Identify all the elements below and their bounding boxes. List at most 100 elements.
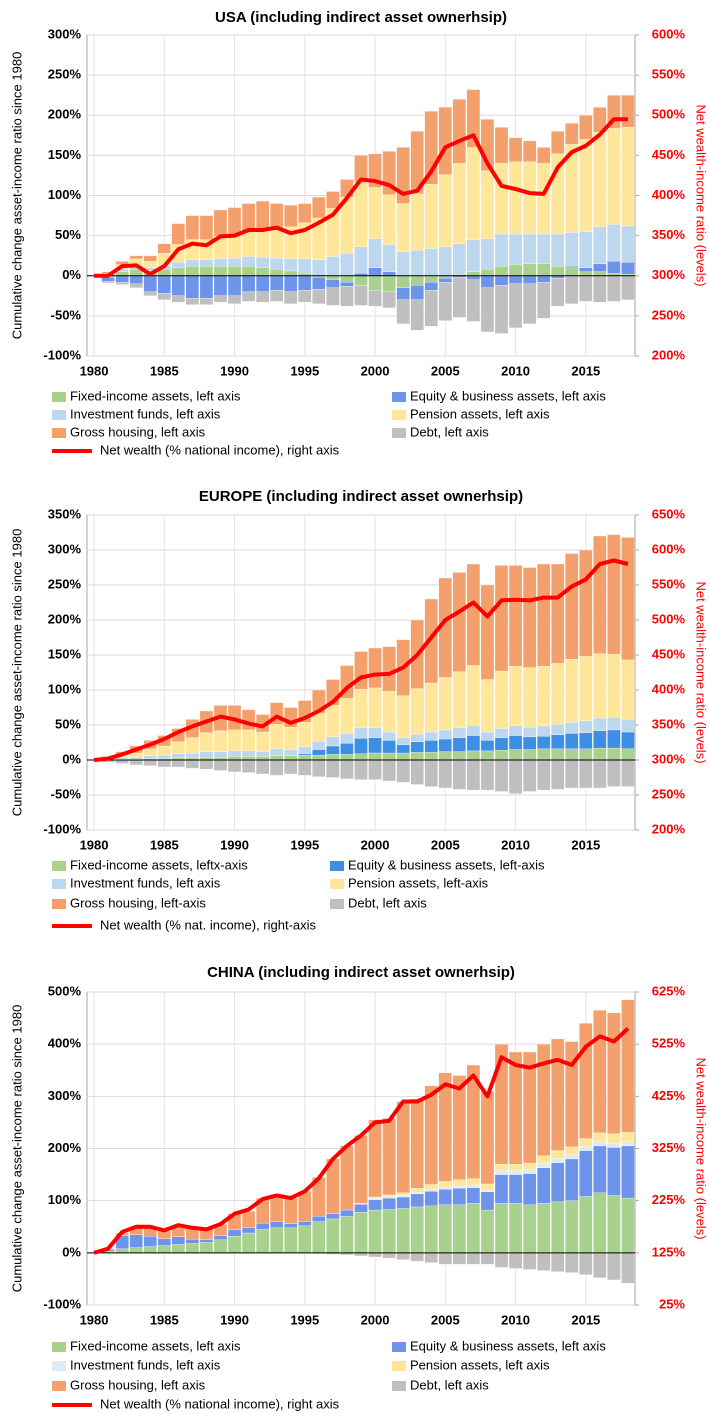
legend-swatch [52,861,66,871]
bar-segment [340,1216,354,1253]
bar-segment [536,759,551,791]
bar-segment [579,1150,593,1197]
y2-tick-label: 250% [652,786,686,801]
bar-segment [368,275,382,291]
bar-segment [382,244,396,272]
bar-segment [312,1221,326,1253]
x-tick-label: 2010 [501,837,530,852]
bar-segment [326,745,340,755]
bar-segment [396,759,410,783]
bar-segment [621,731,635,749]
bar-segment [368,238,382,268]
bar-segment [396,287,410,300]
bar-segment [354,285,368,306]
bar-segment [410,1252,424,1262]
legend-label: Equity & business assets, left axis [410,388,606,403]
bar-segment [157,293,171,300]
bar-segment [270,759,284,776]
bar-segment [452,572,467,672]
bar-segment [255,267,270,276]
x-tick-label: 1995 [290,363,319,378]
x-tick-label: 1980 [80,837,109,852]
bar-segment [508,759,523,794]
bar-segment [536,282,551,319]
bar-segment [466,1252,481,1265]
bar-segment [466,271,481,276]
bar-segment [199,215,214,240]
y-tick-label: 100% [48,187,82,202]
bar-segment [551,1201,565,1253]
bar-segment [551,724,565,735]
bar-segment [607,1252,621,1281]
bar-segment [551,1252,565,1272]
bar-segment [298,759,312,776]
bar-segment [410,1187,424,1193]
bar-segment [593,275,607,303]
bar-segment [396,299,410,325]
bar-segment [227,756,242,761]
bar-segment [438,677,452,731]
bar-segment [551,131,565,154]
bar-segment [522,736,537,750]
y2-axis-title: Net wealth-income ratio (levels) [694,1057,709,1239]
y-tick-label: -100% [43,1296,81,1311]
bar-segment [522,567,537,668]
bar-segment [312,259,326,276]
bar-segment [368,1197,382,1200]
bar-segment [607,654,621,718]
bar-segment [424,731,438,741]
bar-segment [284,1197,298,1224]
bar-segment [326,279,340,288]
x-tick-label: 2015 [571,1312,600,1327]
y2-tick-label: 400% [652,187,686,202]
bar-segment [565,1200,579,1253]
bar-segment [522,283,537,325]
bar-segment [340,253,354,276]
y-tick-label: 500% [48,983,82,998]
bar-segment [494,670,509,729]
bar-segment [508,137,523,162]
bar-segment [241,759,256,773]
bar-segment [326,275,340,280]
y-tick-label: -100% [43,821,81,836]
bar-segment [621,1145,635,1199]
bar-segment [410,741,424,753]
bar-segment [368,752,382,761]
bar-segment [593,717,607,731]
bar-segment [143,261,157,268]
bar-segment [438,759,452,789]
bar-segment [593,730,607,749]
bar-segment [579,732,593,749]
bar-segment [199,265,214,276]
bar-segment [270,1221,284,1228]
bar-segment [382,740,396,754]
bar-segment [522,759,537,792]
bar-segment [607,275,621,302]
bar-segment [284,759,298,775]
bar-segment [551,233,565,267]
bar-segment [298,1221,312,1226]
bar-segment [368,647,382,689]
bar-segment [143,748,157,756]
legend-label: Equity & business assets, left axis [410,1338,606,1353]
bar-segment [199,1242,214,1253]
y-tick-label: 250% [48,67,82,82]
bar-segment [157,243,171,254]
bar-segment [241,750,256,757]
bar-segment [565,1158,579,1201]
bar-segment [438,729,452,740]
bar-segment [312,1216,326,1222]
bar-segment [593,226,607,264]
bar-segment [255,1222,270,1230]
bar-segment [593,653,607,719]
y-tick-label: 350% [48,506,82,521]
legend-label: Gross housing, left axis [70,1377,206,1392]
bar-segment [522,1204,537,1253]
bar-segment [480,679,495,733]
bar-segment [438,278,452,283]
bar-segment [508,1174,523,1204]
bar-segment [284,291,298,304]
bar-segment [354,1135,368,1204]
bar-segment [466,1178,481,1186]
bar-segment [171,1244,186,1253]
